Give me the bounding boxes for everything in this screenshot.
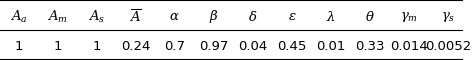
Text: $\lambda$: $\lambda$ [326, 10, 336, 24]
Text: 0.7: 0.7 [164, 40, 185, 53]
Text: $\alpha$: $\alpha$ [169, 10, 180, 23]
Text: 0.24: 0.24 [121, 40, 150, 53]
Text: 0.04: 0.04 [238, 40, 267, 53]
Text: 0.0052: 0.0052 [425, 40, 471, 53]
Text: $A_a$: $A_a$ [10, 9, 27, 25]
Text: 1: 1 [53, 40, 62, 53]
Text: 0.97: 0.97 [199, 40, 228, 53]
Text: 0.01: 0.01 [316, 40, 346, 53]
Text: $A_s$: $A_s$ [88, 9, 105, 25]
Text: $\epsilon$: $\epsilon$ [288, 10, 296, 23]
Text: $A_m$: $A_m$ [47, 9, 68, 25]
Text: $\gamma_m$: $\gamma_m$ [400, 10, 418, 24]
Text: $\theta$: $\theta$ [365, 10, 375, 24]
Text: $\gamma_s$: $\gamma_s$ [441, 10, 455, 24]
Text: 1: 1 [92, 40, 101, 53]
Text: 0.014: 0.014 [390, 40, 428, 53]
Text: $\delta$: $\delta$ [248, 10, 257, 24]
Text: 0.45: 0.45 [277, 40, 307, 53]
Text: 0.33: 0.33 [355, 40, 385, 53]
Text: $\beta$: $\beta$ [209, 8, 219, 25]
Text: 1: 1 [14, 40, 23, 53]
Text: $\overline{A}$: $\overline{A}$ [129, 9, 142, 25]
